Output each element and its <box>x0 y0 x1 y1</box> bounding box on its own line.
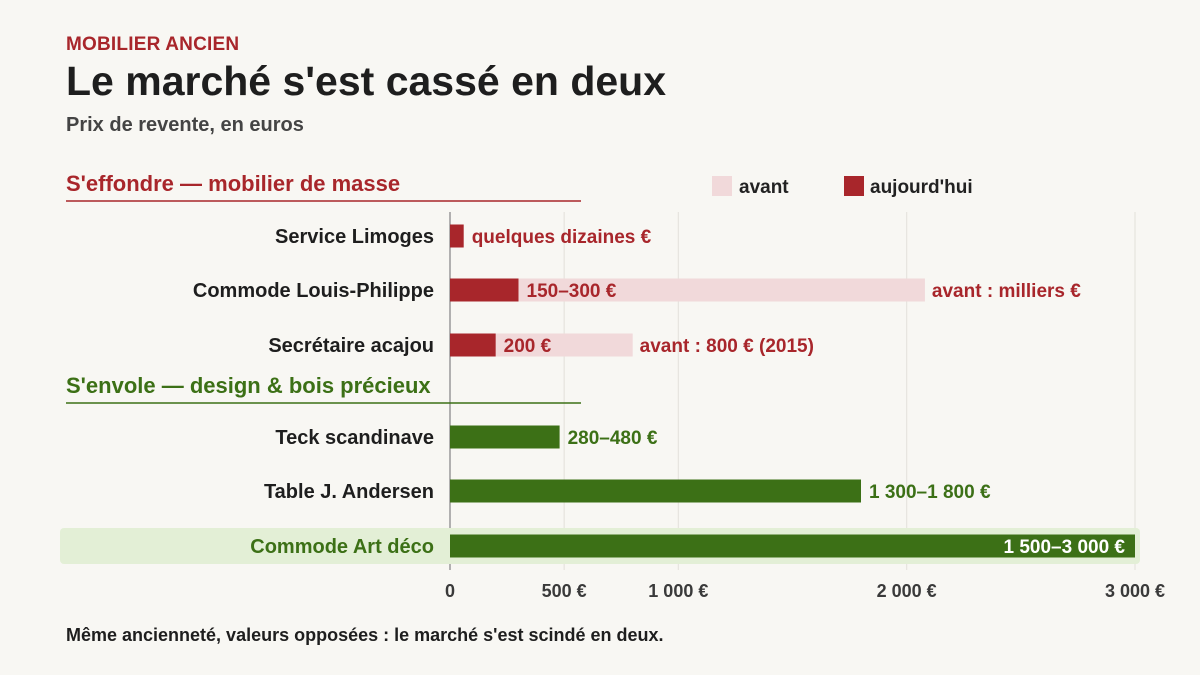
category-label: Table J. Andersen <box>264 481 434 503</box>
legend-label-before: avant <box>739 177 789 198</box>
legend-swatch-now <box>844 176 864 196</box>
group-title: S'envole — design & bois précieux <box>66 373 431 398</box>
x-tick-label: 3 000 € <box>1105 581 1165 601</box>
before-value-label: avant : 800 € (2015) <box>640 336 814 357</box>
value-label: 200 € <box>504 336 552 357</box>
bar-now <box>450 425 560 449</box>
bar-now <box>450 333 496 357</box>
bar-before <box>450 278 925 302</box>
category-label: Secrétaire acajou <box>268 335 434 357</box>
x-tick-label: 1 000 € <box>648 581 708 601</box>
bar-before <box>450 333 633 357</box>
legend-swatch-before <box>712 176 732 196</box>
bar-now <box>450 278 519 302</box>
group-title: S'effondre — mobilier de masse <box>66 171 400 196</box>
value-label: 1 500–3 000 € <box>1003 537 1125 558</box>
x-tick-label: 2 000 € <box>877 581 937 601</box>
bar-now <box>450 224 464 248</box>
value-label: 150–300 € <box>527 281 617 302</box>
chart-title: Le marché s'est cassé en deux <box>66 58 667 104</box>
bar-now <box>450 534 1135 558</box>
chart-footnote: Même ancienneté, valeurs opposées : le m… <box>66 625 664 645</box>
category-label: Teck scandinave <box>275 427 434 449</box>
x-tick-label: 0 <box>445 581 455 601</box>
value-label: quelques dizaines € <box>472 227 652 248</box>
category-label: Commode Art déco <box>250 536 434 558</box>
value-label: 1 300–1 800 € <box>869 482 991 503</box>
x-tick-label: 500 € <box>542 581 587 601</box>
chart-kicker: MOBILIER ANCIEN <box>66 34 240 55</box>
bar-now <box>450 479 861 503</box>
legend-label-now: aujourd'hui <box>870 177 973 198</box>
category-label: Service Limoges <box>275 226 434 248</box>
value-label: 280–480 € <box>568 428 658 449</box>
chart-subtitle: Prix de revente, en euros <box>66 114 304 136</box>
category-label: Commode Louis-Philippe <box>193 280 434 302</box>
before-value-label: avant : milliers € <box>932 281 1081 302</box>
